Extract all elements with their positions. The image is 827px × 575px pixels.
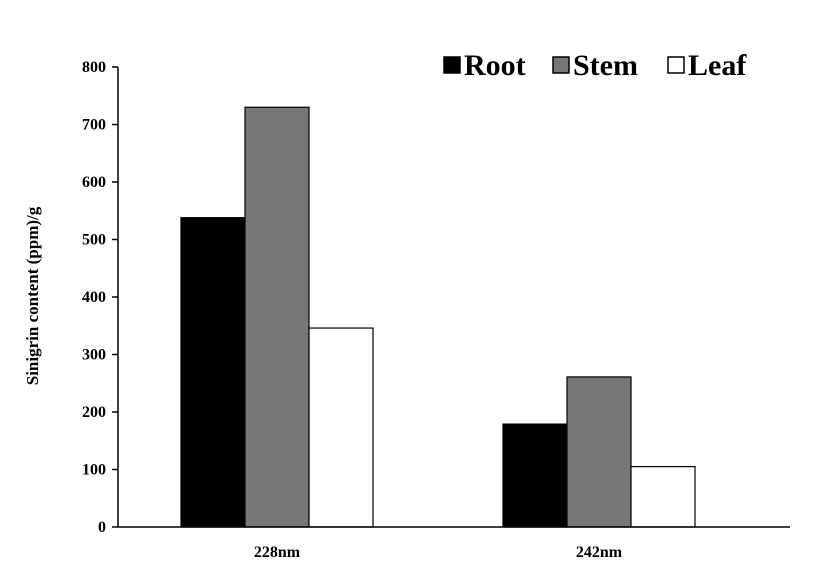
y-tick-label-800: 800 (82, 59, 106, 76)
y-tick-label-500: 500 (82, 232, 106, 249)
bar-root-228nm (180, 217, 246, 528)
y-tick-label-0: 0 (98, 519, 106, 536)
legend: Root Stem Leaf (443, 49, 747, 82)
y-axis-ticks: 0 100 200 300 400 500 600 700 800 (82, 59, 118, 536)
legend-swatch-leaf (667, 56, 685, 74)
legend-swatch-stem (552, 56, 570, 74)
y-tick-label-700: 700 (82, 117, 106, 134)
bar-leaf-228nm (308, 327, 374, 528)
legend-label-stem: Stem (573, 49, 638, 82)
y-axis-label: Sinigrin content (ppm)/g (23, 206, 42, 385)
bar-leaf-242nm (630, 466, 696, 528)
bar-stem-242nm (566, 376, 632, 528)
x-axis-ticks: 228nm 242nm (254, 544, 623, 561)
y-tick-label-100: 100 (82, 462, 106, 479)
y-tick-label-300: 300 (82, 347, 106, 364)
x-tick-label-228nm: 228nm (254, 544, 301, 561)
legend-label-leaf: Leaf (688, 49, 747, 82)
legend-swatch-root (443, 56, 461, 74)
x-tick-label-242nm: 242nm (576, 544, 623, 561)
y-tick-label-200: 200 (82, 404, 106, 421)
y-tick-label-400: 400 (82, 289, 106, 306)
y-tick-label-600: 600 (82, 174, 106, 191)
bar-stem-228nm (244, 106, 310, 528)
legend-label-root: Root (464, 49, 526, 82)
bar-root-242nm (502, 423, 568, 528)
bars (180, 106, 696, 528)
